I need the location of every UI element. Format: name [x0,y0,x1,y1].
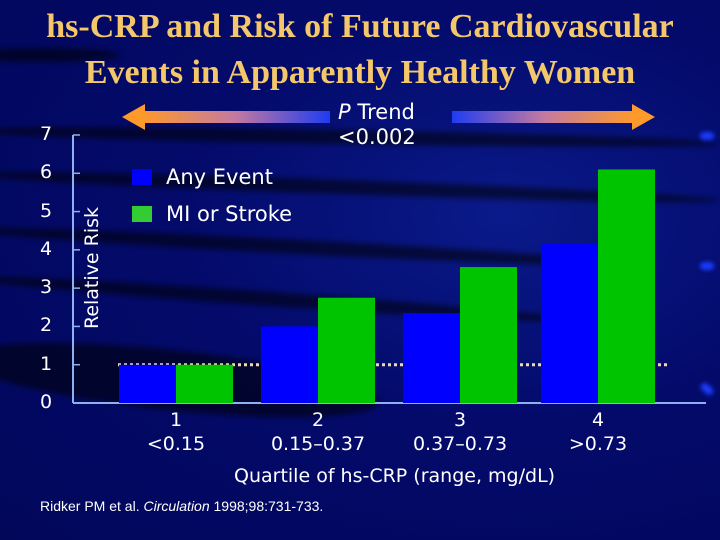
quartile-range: >0.73 [568,433,628,455]
x-axis-label: Quartile of hs-CRP (range, mg/dL) [234,465,556,487]
decorative-blob [700,132,714,140]
bar-any-event-q2 [261,326,318,403]
y-tick-label: 3 [40,276,53,299]
title-line-1: hs-CRP and Risk of Future Cardiovascular [46,8,674,45]
y-tick-label: 0 [40,391,53,413]
trend-label: Trend [357,100,415,124]
x-category-label: 2 0.15–0.37 [248,408,388,456]
y-tick-label: 2 [40,314,53,337]
x-category-label: 1 <0.15 [106,408,246,456]
legend: Any Event MI or Stroke [132,158,292,232]
citation-authors: Ridker PM et al. [40,498,140,514]
x-category-label: 4 >0.73 [528,408,668,456]
quartile-number: 1 [169,409,183,431]
y-tick-label: 1 [40,352,53,375]
slide-title: hs-CRP and Risk of Future Cardiovascular… [0,4,720,96]
y-tick-label: 5 [40,199,53,222]
citation-journal: Circulation [143,498,210,514]
bar-any-event-q1 [119,364,176,403]
citation: Ridker PM et al. Circulation 1998;98:731… [40,498,323,514]
bar-any-event-q3 [403,313,460,403]
quartile-range: 0.15–0.37 [270,433,366,455]
bar-mi-or-stroke-q4 [598,169,655,403]
legend-label: Any Event [166,164,273,189]
legend-item-mi-or-stroke: MI or Stroke [132,195,292,232]
bar-mi-or-stroke-q1 [176,364,233,403]
legend-swatch-blue [132,168,152,185]
decorative-blob [700,262,714,270]
x-category-label: 3 0.37–0.73 [390,408,530,456]
legend-item-any-event: Any Event [132,158,292,195]
p-label: P [338,100,351,124]
p-trend-annotation: P Trend <0.002 [338,100,416,150]
y-tick-label: 7 [40,123,53,145]
quartile-number: 3 [453,409,467,431]
y-tick-label: 4 [40,237,53,260]
p-value: <0.002 [338,125,416,149]
y-tick-label: 6 [40,161,53,184]
trend-arrow-left [122,104,330,130]
quartile-number: 2 [311,409,325,431]
legend-label: MI or Stroke [166,201,293,226]
title-line-2: Events in Apparently Healthy Women [84,54,636,91]
legend-swatch-green [132,205,152,222]
quartile-number: 4 [591,409,605,431]
quartile-range: 0.37–0.73 [412,433,508,455]
quartile-range: <0.15 [146,433,206,455]
bar-mi-or-stroke-q3 [460,267,517,403]
y-axis-label: Relative Risk [81,206,103,330]
bar-mi-or-stroke-q2 [318,297,375,403]
bar-any-event-q4 [541,244,598,403]
citation-ref: 1998;98:731-733. [213,498,324,514]
background-swoosh [0,48,120,62]
trend-arrow-right [452,104,655,130]
